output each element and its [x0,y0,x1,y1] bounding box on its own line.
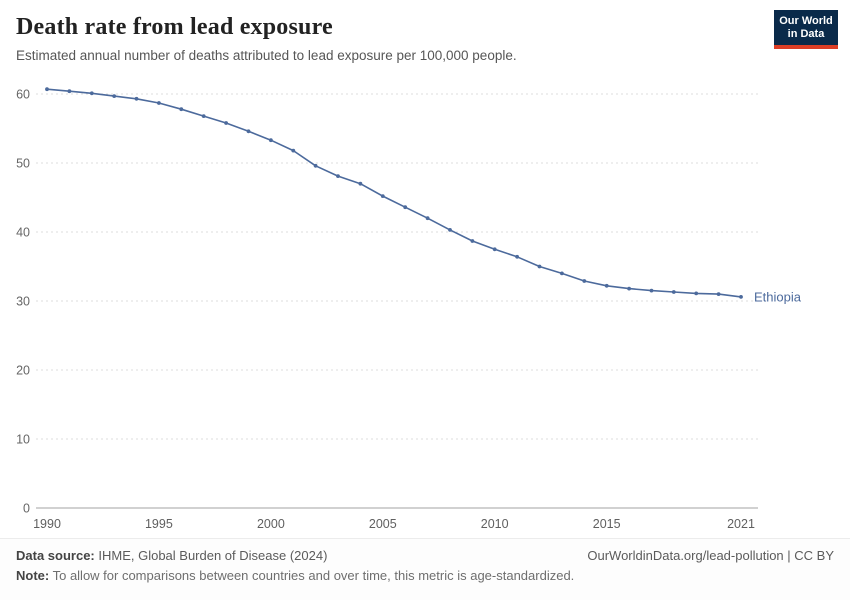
footer-note-label: Note: [16,568,50,583]
data-point[interactable] [45,87,49,92]
y-tick-label: 60 [16,88,30,102]
chart-footer: Data source: IHME, Global Burden of Dise… [0,538,850,600]
data-point[interactable] [224,121,229,125]
y-tick-label: 10 [16,433,30,447]
data-point[interactable] [157,101,161,105]
footer-note: Note: To allow for comparisons between c… [16,568,834,583]
data-point[interactable] [201,114,206,118]
owid-citation-link[interactable]: OurWorldinData.org/lead-pollution | CC B… [587,548,834,563]
data-point[interactable] [739,295,743,299]
data-point[interactable] [425,216,430,221]
owid-logo-line1: Our World [779,15,833,27]
data-point[interactable] [515,254,519,259]
data-point[interactable] [179,107,184,112]
owid-logo[interactable]: Our World in Data [774,10,838,49]
data-point[interactable] [492,247,497,252]
y-tick-label: 40 [16,226,30,240]
data-point[interactable] [716,292,721,296]
x-tick-label: 2021 [727,517,755,531]
data-point[interactable] [694,291,699,296]
data-point[interactable] [269,138,273,143]
chart-area: 0 10 20 30 40 50 60 1990 1995 2000 2005 2010 2015 202… [0,78,850,540]
data-point[interactable] [134,96,139,101]
chart-header: Death rate from lead exposure Estimated … [16,14,760,63]
data-point[interactable] [448,228,452,232]
x-tick-label: 2005 [369,517,397,531]
data-source-label: Data source: [16,548,95,563]
trend-line [46,88,742,298]
y-tick-label: 30 [16,295,30,309]
y-tick-label: 0 [23,502,30,516]
x-tick-label: 1990 [33,517,61,531]
page-title: Death rate from lead exposure [16,14,333,40]
data-point[interactable] [604,283,609,288]
series-label[interactable]: Ethiopia [754,289,802,304]
data-point[interactable] [537,264,542,269]
data-point[interactable] [112,94,117,98]
data-source: Data source: IHME, Global Burden of Dise… [16,548,327,563]
x-tick-label: 1995 [145,517,173,531]
y-tick-label: 20 [16,364,30,378]
data-point[interactable] [649,288,654,293]
data-point[interactable] [582,279,587,283]
data-point[interactable] [671,290,676,294]
x-tick-label: 2010 [481,517,509,531]
y-tick-label: 50 [16,157,30,171]
data-point[interactable] [470,239,475,243]
data-point[interactable] [380,194,385,198]
footer-note-text: To allow for comparisons between countri… [49,568,575,583]
owid-logo-line2: in Data [787,28,825,40]
data-point[interactable] [246,129,251,134]
data-point[interactable] [313,163,318,168]
x-tick-label: 2000 [257,517,285,531]
data-source-text: IHME, Global Burden of Disease (2024) [94,548,328,563]
x-tick-label: 2015 [593,517,621,531]
data-point[interactable] [291,148,296,153]
data-point[interactable] [403,205,408,210]
chart-subtitle: Estimated annual number of deaths attrib… [16,48,517,63]
data-point[interactable] [67,89,72,94]
data-point[interactable] [560,271,564,276]
data-point[interactable] [627,286,631,291]
data-point[interactable] [358,181,363,186]
line-chart: 0 10 20 30 40 50 60 1990 1995 2000 2005 2010 2015 202… [16,87,802,531]
data-point[interactable] [89,91,94,96]
data-point[interactable] [336,174,340,178]
